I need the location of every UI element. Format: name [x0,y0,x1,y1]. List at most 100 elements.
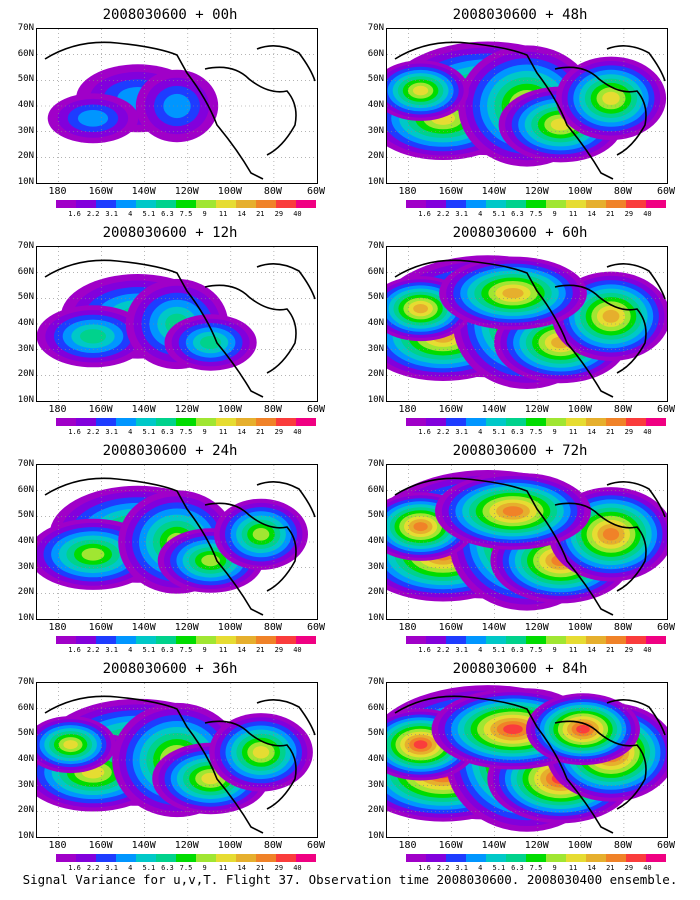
colorbar-level-label: 29 [274,864,284,872]
colorbar-swatch [626,418,646,426]
colorbar [56,418,316,426]
lon-label: 60W [306,622,326,633]
colorbar-level-label: 2.2 [436,428,450,436]
colorbar-swatch [136,636,156,644]
colorbar-level-label: 40 [293,864,302,872]
variance-field [37,465,317,619]
lat-label: 50N [367,292,384,303]
colorbar-level-label: 21 [606,210,615,218]
colorbar-level-label: 7.5 [529,428,543,436]
colorbar-swatch [196,636,216,644]
colorbar-level-label: 29 [624,210,634,218]
colorbar-level-label: 11 [218,864,228,872]
colorbar-level-label: 7.5 [529,864,543,872]
figure-caption: Signal Variance for u,v,T. Flight 37. Ob… [22,872,678,887]
lat-label: 40N [17,754,34,764]
lon-label: 100W [567,840,592,851]
colorbar-swatch [216,636,236,644]
lon-label: 100W [567,186,592,197]
colorbar-level-label: 1.6 [68,864,81,872]
colorbar-swatch [546,854,566,862]
map-plot [386,682,668,838]
colorbar-swatch [156,854,176,862]
panel-title: 2008030600 + 48h [452,7,588,23]
lon-label: 100W [217,622,242,633]
colorbar-level-label: 2.2 [86,210,100,218]
variance-field [387,465,667,619]
colorbar-swatch [426,854,446,862]
lat-label: 10N [367,613,384,623]
colorbar-swatch [256,636,276,644]
lon-label: 80W [263,404,282,415]
colorbar-swatch [566,418,586,426]
lat-label: 50N [367,510,384,521]
colorbar-swatch [426,200,446,208]
colorbar-swatch [56,418,76,426]
lat-label: 50N [17,292,34,303]
map-panel: 2008030600 + 12h 70N 60N 50N 40N 30N 20N 10N 180… [0,224,340,442]
coastline [44,41,316,180]
colorbar-swatch [566,854,586,862]
lat-label: 70N [17,677,34,687]
colorbar-swatch [96,200,116,208]
lon-label: 160W [88,404,113,415]
lon-label: 60W [656,404,676,415]
colorbar-swatch [646,418,666,426]
lat-label: 30N [367,561,384,572]
colorbar-level-label: 1.6 [68,428,81,436]
lon-label: 100W [217,186,242,197]
colorbar-swatch [446,854,466,862]
colorbar-level-label: 6.3 [161,864,174,872]
colorbar-level-label: 9 [552,646,557,654]
variance-field [37,247,317,401]
colorbar-swatch [76,854,96,862]
lat-label: 40N [17,318,34,328]
colorbar-swatch [96,418,116,426]
lon-label: 60W [306,404,326,415]
lon-label: 80W [613,622,632,633]
colorbar-swatch [116,418,136,426]
colorbar-swatch [646,854,666,862]
colorbar-level-label: 21 [606,646,615,654]
lon-label: 160W [438,840,463,851]
lat-label: 60N [367,484,384,495]
colorbar-level-label: 6.3 [511,428,524,436]
lat-label: 50N [367,728,384,739]
colorbar-level-label: 29 [624,646,634,654]
colorbar-swatch [526,854,546,862]
colorbar-level-label: 29 [274,428,284,436]
lat-label: 20N [17,369,34,380]
colorbar-level-label: 5.1 [142,864,156,872]
colorbar-level-label: 7.5 [179,646,193,654]
colorbar-level-label: 7.5 [529,646,543,654]
colorbar-level-label: 2.2 [86,646,100,654]
colorbar-level-label: 14 [237,646,246,654]
lat-label: 30N [367,343,384,354]
lat-label: 10N [367,831,384,841]
lat-label: 50N [17,728,34,739]
colorbar-swatch [486,636,506,644]
colorbar-level-label: 14 [237,210,246,218]
lat-label: 10N [367,395,384,405]
variance-field [387,29,667,183]
lon-label: 80W [613,186,632,197]
colorbar-swatch [236,418,256,426]
lon-label: 140W [131,404,156,415]
map-plot [386,464,668,620]
colorbar-level-label: 4 [478,210,483,218]
lat-label: 60N [17,484,34,495]
lon-label: 140W [481,186,506,197]
colorbar-level-label: 4 [128,646,133,654]
lon-label: 100W [567,622,592,633]
colorbar-swatch [526,418,546,426]
variance-field [387,247,667,401]
colorbar-level-label: 3.1 [105,646,119,654]
colorbar-swatch [176,636,196,644]
colorbar-swatch [76,200,96,208]
variance-contour [602,528,620,541]
colorbar-swatch [506,418,526,426]
variance-contour [80,329,106,344]
colorbar-swatch [156,636,176,644]
colorbar-swatch [426,418,446,426]
colorbar-swatch [546,200,566,208]
